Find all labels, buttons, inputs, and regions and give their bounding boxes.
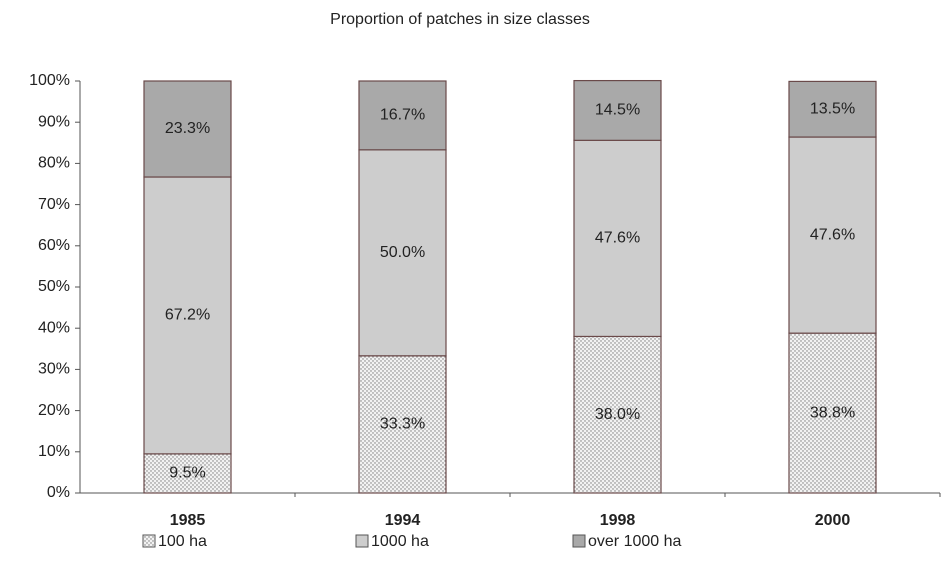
- bar-segment: [358, 149, 447, 357]
- legend-swatch: [355, 534, 369, 548]
- bar-segment: [788, 80, 877, 138]
- bar-segment: [358, 355, 447, 494]
- legend-swatch: [572, 534, 586, 548]
- y-tick-label: 100%: [29, 72, 70, 89]
- bar-segment: [573, 335, 662, 494]
- data-label: 67.2%: [165, 307, 210, 324]
- y-tick-label: 50%: [38, 278, 70, 295]
- legend-label: over 1000 ha: [588, 533, 682, 550]
- bar-segment: [788, 136, 877, 334]
- x-tick-label: 1985: [170, 512, 206, 529]
- data-label: 16.7%: [380, 107, 425, 124]
- y-tick-label: 20%: [38, 402, 70, 419]
- data-label: 47.6%: [595, 230, 640, 247]
- y-tick-label: 70%: [38, 196, 70, 213]
- data-label: 9.5%: [169, 465, 205, 482]
- data-label: 50.0%: [380, 244, 425, 261]
- data-label: 38.8%: [810, 404, 855, 421]
- y-tick-label: 60%: [38, 237, 70, 254]
- y-tick-label: 40%: [38, 319, 70, 336]
- bar-segment: [788, 332, 877, 494]
- y-tick-label: 30%: [38, 361, 70, 378]
- bar-segment: [573, 79, 662, 141]
- bar-segment: [143, 80, 232, 178]
- x-tick-label: 1998: [600, 512, 636, 529]
- bar-segment: [573, 139, 662, 338]
- bar-segment: [143, 453, 232, 494]
- y-tick-label: 90%: [38, 113, 70, 130]
- legend-label: 1000 ha: [371, 533, 429, 550]
- bar-segment: [358, 80, 447, 151]
- data-label: 23.3%: [165, 120, 210, 137]
- y-tick-label: 0%: [47, 484, 70, 501]
- data-label: 47.6%: [810, 226, 855, 243]
- legend-label: 100 ha: [158, 533, 207, 550]
- y-tick-label: 80%: [38, 155, 70, 172]
- chart-title: Proportion of patches in size classes: [330, 11, 590, 28]
- data-label: 33.3%: [380, 416, 425, 433]
- data-label: 14.5%: [595, 102, 640, 119]
- data-label: 13.5%: [810, 100, 855, 117]
- bar-segment: [143, 176, 232, 455]
- x-tick-label: 2000: [815, 512, 851, 529]
- data-label: 38.0%: [595, 406, 640, 423]
- x-tick-label: 1994: [385, 512, 421, 529]
- legend-swatch: [142, 534, 156, 548]
- y-tick-label: 10%: [38, 443, 70, 460]
